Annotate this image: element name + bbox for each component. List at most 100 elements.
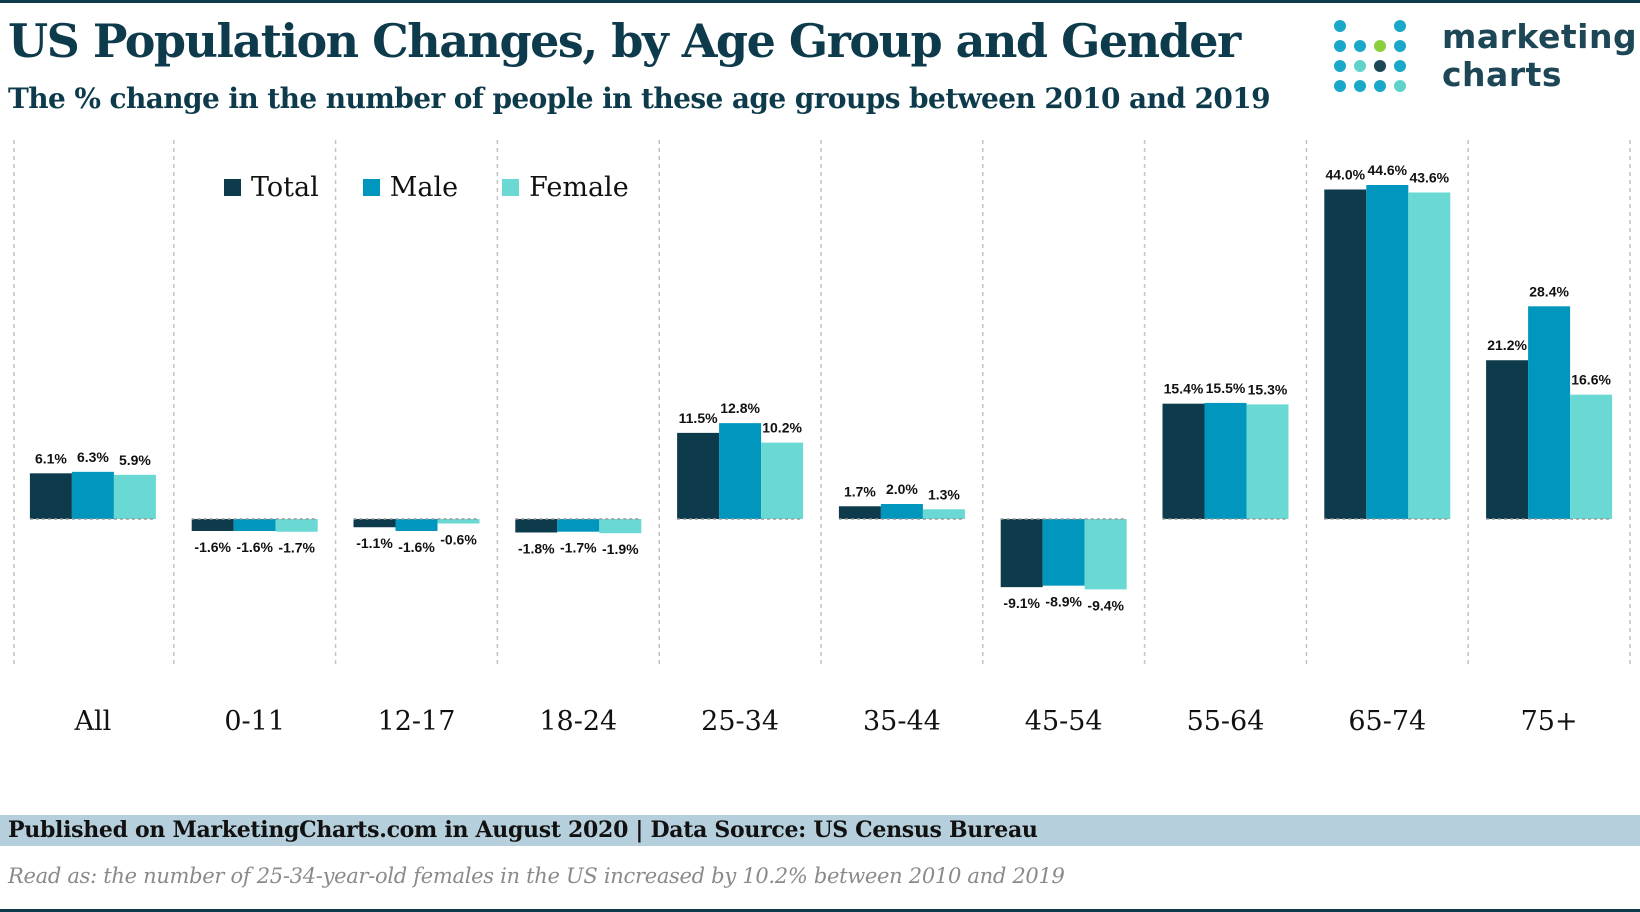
legend-item-male: Male [363, 172, 458, 203]
bar-female-All [114, 475, 156, 519]
data-label: 15.4% [1164, 381, 1204, 397]
legend-label-male: Male [390, 172, 458, 203]
x-tick-label: All [74, 706, 112, 737]
bar-female-25-34 [761, 443, 803, 519]
data-label: -1.6% [236, 539, 273, 555]
data-label: 16.6% [1571, 372, 1611, 388]
data-label: 6.3% [77, 449, 109, 465]
legend-swatch-female [502, 179, 519, 196]
bar-total-45-54 [1001, 519, 1043, 587]
footer-source: Published on MarketingCharts.com in Augu… [8, 817, 1038, 843]
logo-dot [1374, 60, 1386, 72]
data-label: -1.6% [398, 539, 435, 555]
x-tick-label: 55-64 [1187, 706, 1265, 737]
bar-male-0-11 [234, 519, 276, 531]
bar-male-All [72, 472, 114, 519]
data-label: -1.7% [560, 540, 597, 556]
data-label: 28.4% [1529, 283, 1569, 299]
logo-dot [1374, 40, 1386, 52]
logo-line-1: marketing [1442, 18, 1637, 56]
legend-swatch-male [363, 179, 380, 196]
logo-dot [1354, 60, 1366, 72]
data-label: 43.6% [1409, 169, 1449, 185]
data-label: 15.5% [1206, 380, 1246, 396]
bar-female-18-24 [599, 519, 641, 533]
logo-dot [1394, 60, 1406, 72]
bar-male-25-34 [719, 423, 761, 519]
x-tick-label: 45-54 [1025, 706, 1103, 737]
data-label: 1.3% [928, 486, 960, 502]
legend-label-total: Total [251, 172, 319, 203]
x-tick-label: 65-74 [1348, 706, 1426, 737]
logo-dot [1394, 80, 1406, 92]
top-rule [0, 0, 1640, 3]
marketingcharts-logo: marketing charts [1334, 16, 1634, 106]
data-label: 6.1% [35, 450, 67, 466]
x-tick-label: 12-17 [378, 706, 456, 737]
data-label: 5.9% [119, 452, 151, 468]
logo-dot [1394, 20, 1406, 32]
bar-male-35-44 [881, 504, 923, 519]
bar-female-65-74 [1408, 192, 1450, 519]
bar-total-35-44 [839, 506, 881, 519]
bar-total-65-74 [1324, 189, 1366, 519]
bar-total-12-17 [354, 519, 396, 527]
x-tick-label: 75+ [1521, 706, 1578, 737]
bar-female-45-54 [1085, 519, 1127, 589]
data-label: 44.6% [1367, 162, 1407, 178]
bar-male-45-54 [1043, 519, 1085, 586]
logo-dot [1334, 20, 1346, 32]
data-label: -9.4% [1087, 597, 1124, 613]
data-label: -9.1% [1003, 595, 1040, 611]
data-label: -8.9% [1045, 594, 1082, 610]
legend-item-total: Total [224, 172, 319, 203]
data-label: 2.0% [886, 481, 918, 497]
chart-title: US Population Changes, by Age Group and … [8, 14, 1240, 68]
legend-item-female: Female [502, 172, 629, 203]
bar-female-55-64 [1247, 404, 1289, 519]
data-label: -1.9% [602, 541, 639, 557]
bar-female-35-44 [923, 509, 965, 519]
bar-male-65-74 [1366, 185, 1408, 519]
footer-read-as-note: Read as: the number of 25-34-year-old fe… [8, 864, 1065, 888]
footer-bar: Published on MarketingCharts.com in Augu… [0, 815, 1640, 846]
logo-dot [1394, 40, 1406, 52]
chart-legend: Total Male Female [224, 172, 629, 203]
bar-female-75+ [1570, 395, 1612, 519]
data-label: 1.7% [844, 483, 876, 499]
bar-total-All [30, 473, 72, 519]
x-tick-label: 0-11 [224, 706, 285, 737]
data-label: 21.2% [1487, 337, 1527, 353]
logo-dots-icon [1334, 16, 1424, 106]
chart-subtitle: The % change in the number of people in … [8, 82, 1270, 115]
bar-total-25-34 [677, 433, 719, 519]
x-tick-label: 18-24 [539, 706, 617, 737]
data-label: 15.3% [1248, 381, 1288, 397]
logo-dot [1334, 40, 1346, 52]
bar-male-18-24 [557, 519, 599, 532]
bar-male-75+ [1528, 306, 1570, 519]
bar-chart: 6.1% 6.3% 5.9%All-1.6% -1.6% -1.7%0-11-1.1% -… [0, 140, 1640, 780]
logo-wordmark: marketing charts [1442, 18, 1637, 94]
logo-dot [1334, 80, 1346, 92]
bar-female-0-11 [276, 519, 318, 532]
bar-total-18-24 [515, 519, 557, 532]
data-label: -1.8% [518, 540, 555, 556]
data-label: -0.6% [440, 531, 477, 547]
data-label: -1.1% [356, 535, 393, 551]
data-label: 44.0% [1325, 166, 1365, 182]
logo-dot [1354, 80, 1366, 92]
data-label: -1.6% [194, 539, 231, 555]
logo-dot [1374, 80, 1386, 92]
logo-dot [1334, 60, 1346, 72]
legend-swatch-total [224, 179, 241, 196]
data-label: 12.8% [720, 400, 760, 416]
data-label: 10.2% [762, 420, 802, 436]
logo-dot [1354, 40, 1366, 52]
logo-line-2: charts [1442, 56, 1637, 94]
data-label: 11.5% [679, 410, 718, 426]
bar-male-55-64 [1205, 403, 1247, 519]
data-label: -1.7% [278, 540, 315, 556]
bar-total-0-11 [192, 519, 234, 531]
bar-male-12-17 [396, 519, 438, 531]
